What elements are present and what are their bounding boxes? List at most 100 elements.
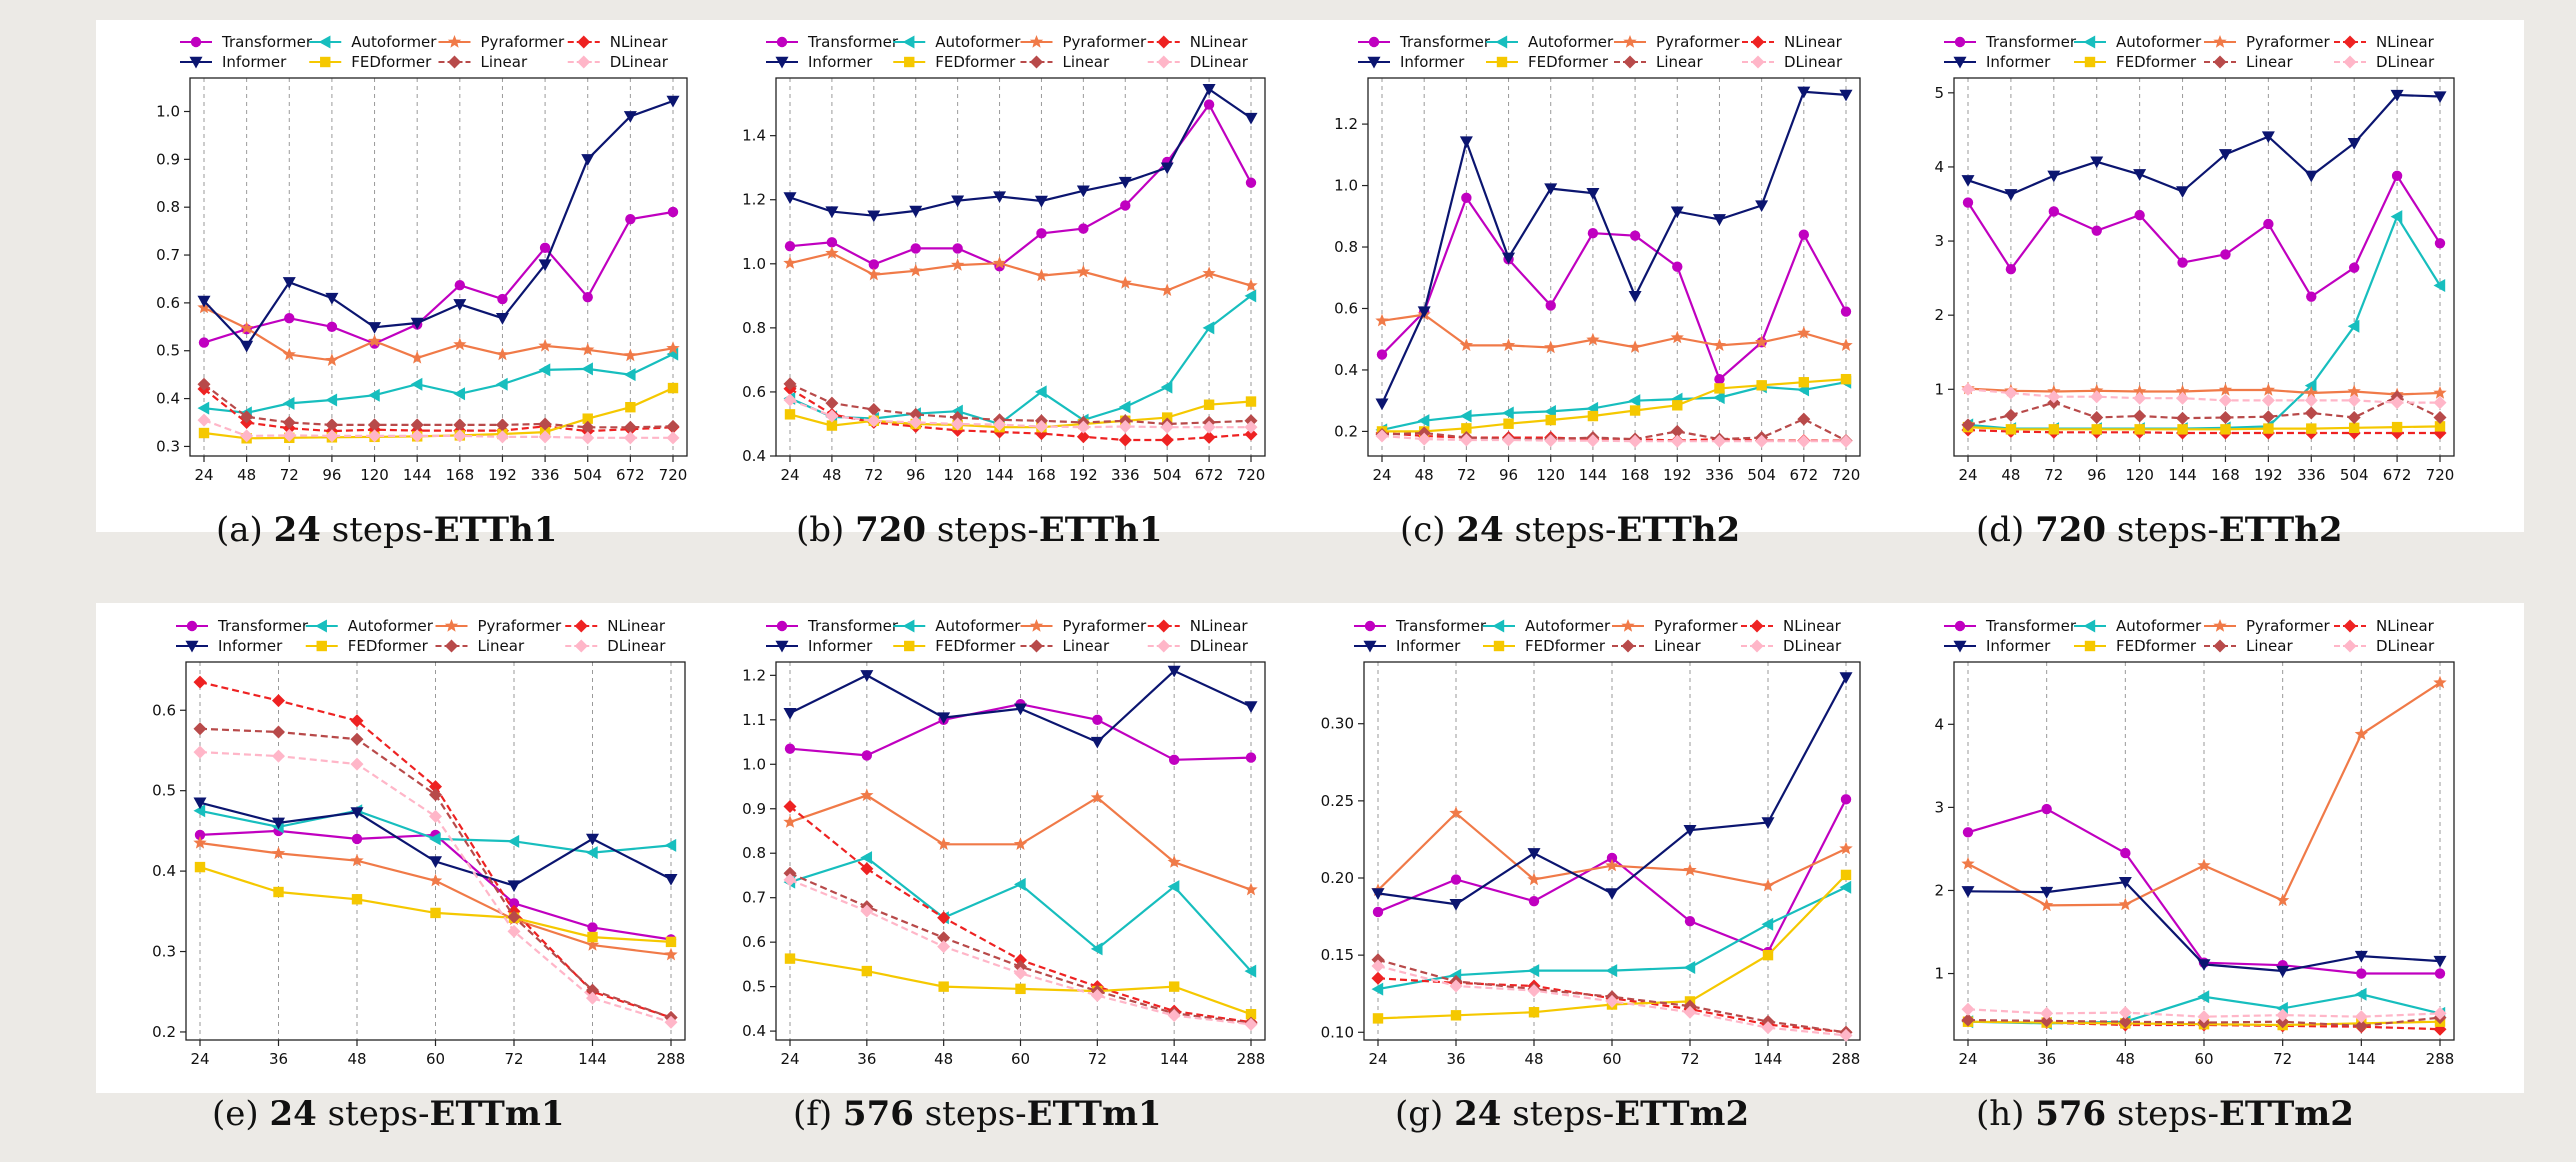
- data-point-pyraformer: [2433, 675, 2447, 689]
- data-point-autoformer: [860, 851, 873, 865]
- data-point-linear: [825, 396, 839, 410]
- x-tick-label: 60: [2194, 1050, 2213, 1068]
- series-line-pyraformer: [1967, 387, 2441, 396]
- data-point-fedformer: [1762, 949, 1774, 961]
- data-point-transformer: [1672, 261, 1683, 272]
- y-tick-label: 0.4: [742, 447, 766, 465]
- legend-label: DLinear: [607, 637, 666, 655]
- y-tick-label: 1.4: [742, 127, 766, 145]
- data-point-linear: [495, 418, 509, 432]
- legend-item-linear: Linear: [438, 53, 528, 71]
- data-point-autoformer: [1167, 880, 1180, 894]
- legend-marker: [1157, 55, 1171, 69]
- data-point-dlinear: [860, 904, 874, 918]
- data-point-fedformer: [2177, 424, 2188, 435]
- series-line-nlinear: [789, 387, 1252, 442]
- y-tick-label: 3: [1934, 798, 1944, 816]
- data-point-pyraformer: [1544, 340, 1558, 354]
- data-point-linear: [368, 418, 382, 432]
- data-point-dlinear: [2040, 1006, 2054, 1020]
- x-tick-label: 672: [616, 466, 645, 484]
- data-point-informer: [1670, 206, 1684, 219]
- data-point-informer: [350, 807, 364, 819]
- data-point-fedformer: [1798, 377, 1810, 388]
- data-point-fedformer: [1168, 981, 1180, 992]
- chart-panel-f: 24 36 48 60 72 144 288 0.4 0.5 0.6 0.7 0.8 0.9 1.0 1.1…: [742, 617, 1266, 1068]
- legend-label: Transformer: [1985, 33, 2077, 51]
- data-point-informer: [1761, 817, 1775, 829]
- data-point-linear: [350, 732, 364, 746]
- legend-label: Autoformer: [2116, 617, 2202, 635]
- x-tick-label: 192: [1663, 466, 1692, 484]
- data-point-dlinear: [1605, 994, 1619, 1008]
- data-point-informer: [1371, 888, 1385, 900]
- legend-marker: [2343, 35, 2357, 49]
- legend-label: NLinear: [2376, 617, 2435, 635]
- data-point-informer: [1014, 703, 1027, 716]
- legend-label: Transformer: [221, 33, 313, 51]
- legend-label: Linear: [2246, 53, 2293, 71]
- data-point-informer: [1502, 252, 1516, 265]
- data-point-informer: [282, 277, 296, 289]
- data-point-dlinear: [2118, 1006, 2132, 1020]
- x-tick-label: 168: [1027, 466, 1056, 484]
- y-tick-label: 0.4: [742, 1022, 766, 1040]
- legend-label: Linear: [481, 53, 528, 71]
- legend-marker: [904, 56, 915, 68]
- x-tick-label: 336: [1705, 466, 1734, 484]
- data-point-linear: [2433, 410, 2447, 424]
- data-point-autoformer: [507, 834, 520, 848]
- y-tick-label: 0.6: [742, 383, 766, 401]
- y-tick-label: 1.0: [156, 102, 180, 120]
- legend-marker: [445, 639, 458, 653]
- legend-marker: [1157, 35, 1171, 49]
- legend-item-nlinear: NLinear: [2334, 617, 2435, 635]
- data-point-dlinear: [1167, 1009, 1181, 1023]
- caption-word: steps-: [1501, 1094, 1615, 1134]
- data-point-pyraformer: [282, 347, 296, 361]
- y-tick-label: 0.8: [1334, 238, 1358, 256]
- data-point-informer: [1527, 848, 1541, 860]
- data-point-fedformer: [2391, 421, 2403, 433]
- data-point-linear: [581, 420, 595, 434]
- chart-caption: (h) 576 steps-ETTm2: [1976, 1094, 2354, 1134]
- data-point-dlinear: [2047, 390, 2061, 404]
- data-point-autoformer: [368, 388, 380, 402]
- data-point-autoformer: [1371, 982, 1384, 996]
- data-point-pyraformer: [623, 348, 637, 362]
- data-point-dlinear: [2390, 396, 2404, 410]
- data-point-linear: [325, 418, 339, 432]
- x-tick-label: 36: [2037, 1050, 2056, 1068]
- series-line-transformer: [203, 210, 674, 345]
- legend-label: FEDformer: [935, 53, 1016, 71]
- data-point-informer: [1375, 398, 1389, 411]
- data-point-linear: [1670, 424, 1684, 438]
- data-point-autoformer: [1544, 404, 1556, 418]
- caption-dataset: ETTh1: [1038, 510, 1163, 550]
- legend-label: Pyraformer: [2246, 33, 2330, 51]
- data-point-linear: [429, 788, 442, 802]
- legend-marker: [776, 620, 788, 632]
- data-point-fedformer: [1714, 383, 1725, 394]
- data-point-informer: [1797, 86, 1811, 99]
- x-tick-label: 672: [1195, 466, 1224, 484]
- data-point-pyraformer: [1839, 338, 1853, 351]
- data-point-fedformer: [1015, 983, 1026, 995]
- data-point-fedformer: [2134, 424, 2145, 435]
- legend-label: NLinear: [1783, 617, 1842, 635]
- data-point-informer: [1118, 176, 1132, 189]
- legend-item-fedformer: FEDformer: [305, 637, 429, 655]
- legend-item-pyraformer: Pyraformer: [2204, 617, 2330, 635]
- data-point-fedformer: [861, 965, 873, 977]
- legend-label: NLinear: [1190, 617, 1249, 635]
- legend-label: NLinear: [1190, 33, 1249, 51]
- chart-panel-g: 24 36 48 60 72 144 288 0.10 0.15 0.20 0.25 0.30 Tran…: [1321, 617, 1861, 1068]
- legend-label: Pyraformer: [1063, 33, 1147, 51]
- legend-item-transformer: Transformer: [1358, 33, 1491, 51]
- data-point-linear: [867, 403, 881, 417]
- legend-label: Informer: [808, 637, 873, 655]
- legend-label: NLinear: [1784, 33, 1843, 51]
- y-tick-label: 1: [1934, 965, 1944, 983]
- data-point-fedformer: [2048, 424, 2060, 435]
- y-tick-label: 0.9: [156, 150, 180, 168]
